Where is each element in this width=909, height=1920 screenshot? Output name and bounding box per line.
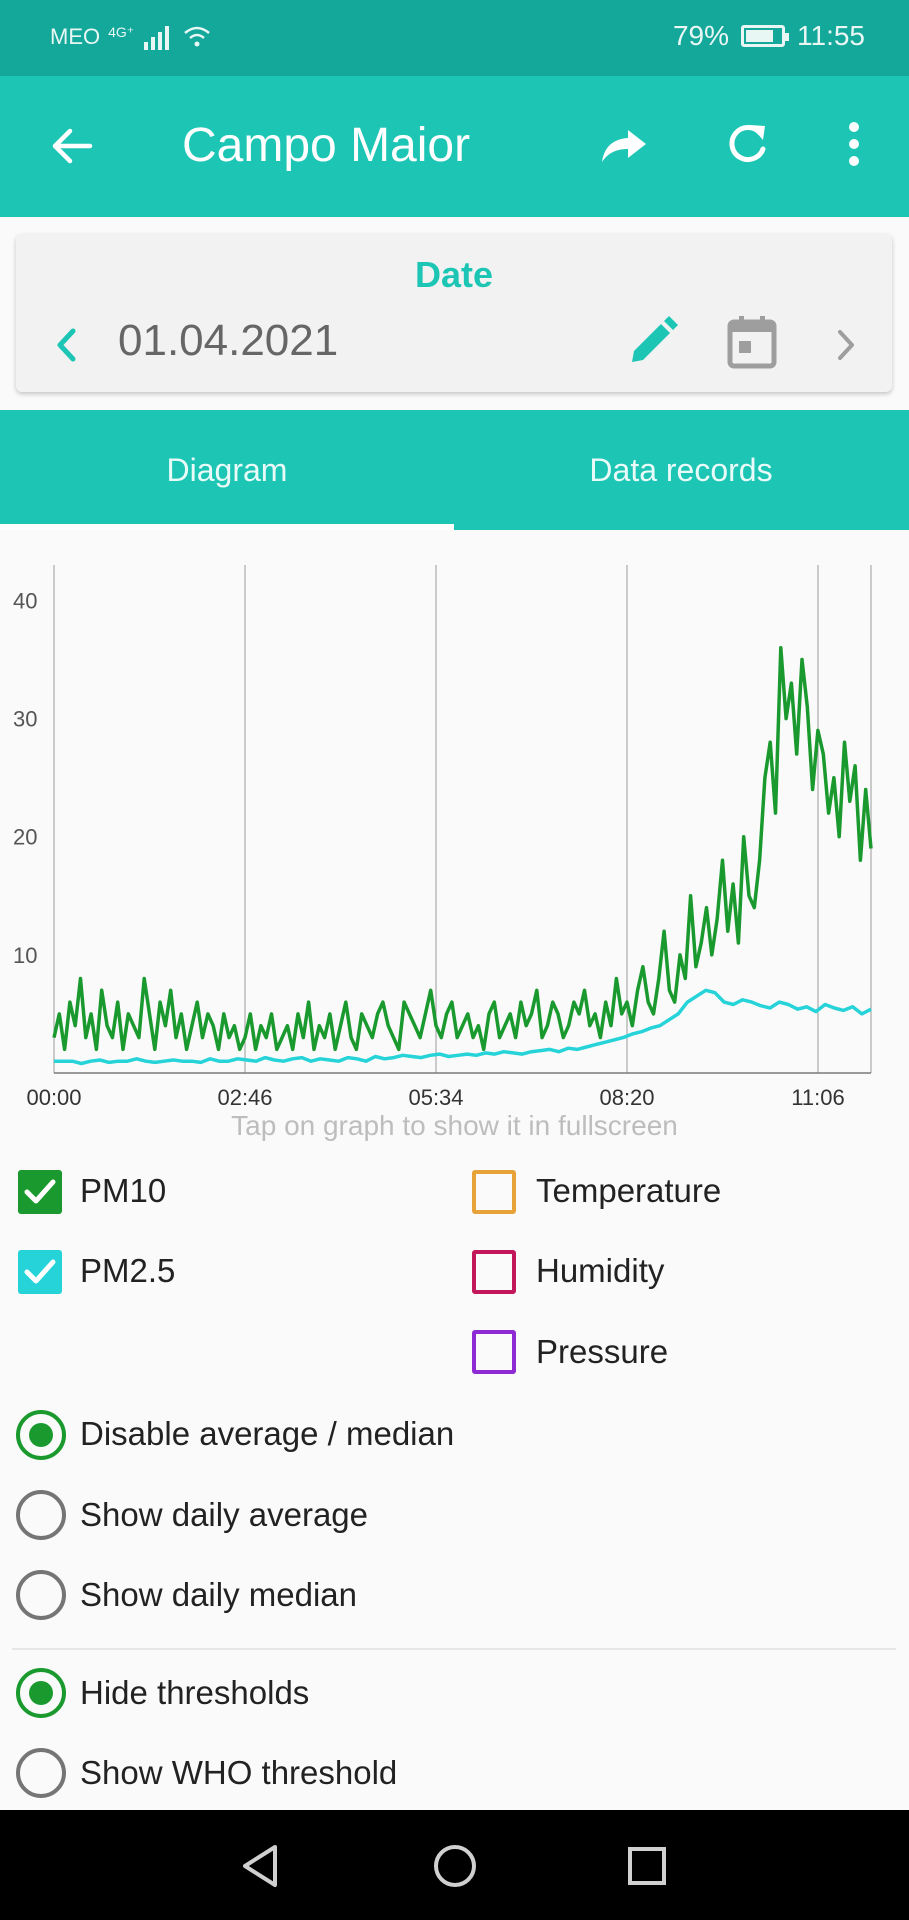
- checkbox-temperature[interactable]: [472, 1170, 516, 1214]
- radio-disable-average[interactable]: [16, 1410, 66, 1460]
- tab-indicator: [0, 524, 454, 530]
- x-tick-label: 05:34: [408, 1085, 463, 1110]
- refresh-icon[interactable]: [715, 112, 779, 176]
- date-card: Date 01.04.2021: [16, 234, 892, 392]
- x-tick-label: 11:06: [791, 1085, 844, 1110]
- status-bar: MEO 4G⁺ 79% 11:55: [0, 0, 909, 76]
- wifi-icon: [184, 26, 211, 47]
- y-tick-label: 10: [13, 943, 37, 968]
- checkbox-pm10[interactable]: [18, 1170, 62, 1214]
- back-arrow-icon[interactable]: [40, 114, 104, 178]
- radio-label-hide-thresholds: Hide thresholds: [80, 1674, 310, 1711]
- network-label: 4G⁺: [108, 23, 135, 40]
- battery-icon: [741, 25, 789, 47]
- divider: [12, 1648, 896, 1650]
- date-label: Date: [414, 254, 494, 295]
- carrier-label: MEO: [50, 24, 101, 49]
- x-tick-label: 08:20: [599, 1085, 654, 1110]
- recents-square-icon[interactable]: [612, 1836, 682, 1896]
- signal-icon: [144, 26, 170, 50]
- series-line-pm25: [54, 988, 872, 1066]
- tab-diagram[interactable]: Diagram: [166, 451, 288, 488]
- chevron-right-icon[interactable]: [824, 320, 868, 370]
- checkbox-humidity[interactable]: [472, 1250, 516, 1294]
- pencil-icon[interactable]: [620, 310, 684, 374]
- radio-daily-average[interactable]: [16, 1490, 66, 1540]
- system-nav-bar: [0, 1810, 909, 1920]
- tab-bar: Diagram Data records: [0, 410, 909, 530]
- checkbox-label-pm10: PM10: [80, 1172, 167, 1209]
- date-value: 01.04.2021: [118, 316, 339, 365]
- checkbox-pressure[interactable]: [472, 1330, 516, 1374]
- home-circle-icon[interactable]: [420, 1836, 490, 1896]
- x-tick-label: 00:00: [26, 1085, 81, 1110]
- chart-svg: 10 20 30 40 00:00 02:46 05:34 08:20 11:06: [13, 565, 873, 1110]
- checkbox-label-pressure: Pressure: [536, 1333, 669, 1370]
- battery-percent: 79%: [672, 20, 729, 51]
- checkbox-pm25[interactable]: [18, 1250, 62, 1294]
- clock: 11:55: [797, 20, 865, 51]
- radio-daily-median[interactable]: [16, 1570, 66, 1620]
- app-bar: Campo Maior: [0, 76, 909, 217]
- chevron-left-icon[interactable]: [44, 320, 88, 370]
- y-tick-label: 30: [13, 707, 37, 732]
- radio-label-daily-median: Show daily median: [80, 1576, 357, 1613]
- radio-who-threshold[interactable]: [16, 1748, 66, 1798]
- page-title: Campo Maior: [182, 119, 471, 172]
- y-tick-label: 40: [13, 588, 37, 613]
- series-line-pm10: [52, 645, 873, 1052]
- y-tick-label: 20: [13, 825, 37, 850]
- checkbox-label-humidity: Humidity: [536, 1252, 665, 1289]
- radio-label-disable-average: Disable average / median: [80, 1415, 455, 1452]
- radio-label-who-threshold: Show WHO threshold: [80, 1754, 398, 1791]
- more-vert-icon[interactable]: [834, 112, 874, 176]
- checkbox-label-pm25: PM2.5: [80, 1252, 176, 1289]
- chart-hint: Tap on graph to show it in fullscreen: [231, 1110, 678, 1141]
- calendar-icon[interactable]: [720, 308, 784, 376]
- tab-data-records[interactable]: Data records: [589, 451, 773, 488]
- share-icon[interactable]: [592, 114, 656, 178]
- checkbox-label-temperature: Temperature: [536, 1172, 722, 1209]
- x-tick-label: 02:46: [217, 1085, 272, 1110]
- radio-hide-thresholds[interactable]: [16, 1668, 66, 1718]
- chart[interactable]: 10 20 30 40 00:00 02:46 05:34 08:20 11:06: [0, 550, 909, 1120]
- back-triangle-icon[interactable]: [226, 1836, 296, 1896]
- radio-label-daily-average: Show daily average: [80, 1496, 369, 1533]
